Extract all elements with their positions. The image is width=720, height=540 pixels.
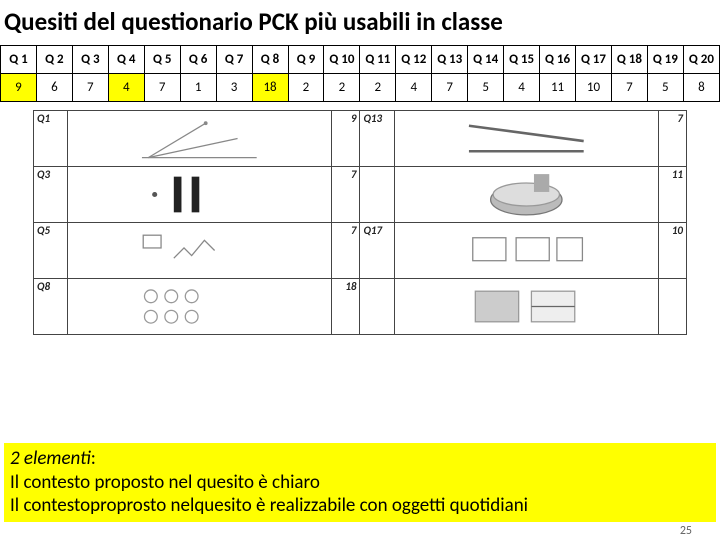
col-value: 6	[36, 74, 72, 102]
col-value: 4	[396, 74, 432, 102]
thumb-count: 7	[332, 223, 360, 279]
col-value: 7	[144, 74, 180, 102]
footer-line3: Il contestoproprosto nelquesito è realiz…	[10, 494, 528, 517]
col-value: 7	[72, 74, 108, 102]
thumb-count	[658, 279, 686, 335]
col-header: Q 5	[144, 46, 180, 74]
thumb-image	[394, 111, 658, 167]
col-header: Q 9	[288, 46, 324, 74]
col-value: 2	[288, 74, 324, 102]
col-value: 2	[324, 74, 360, 102]
thumb-qlabel: Q5	[34, 223, 68, 279]
col-header: Q 6	[180, 46, 216, 74]
col-value: 7	[611, 74, 647, 102]
thumb-count: 11	[658, 167, 686, 223]
footer-box: 2 elementi: Il contesto proposto nel que…	[4, 443, 716, 522]
thumb-qlabel: Q1	[34, 111, 68, 167]
col-header: Q 1	[1, 46, 37, 74]
col-value: 5	[468, 74, 504, 102]
col-header: Q 19	[647, 46, 683, 74]
col-value: 3	[216, 74, 252, 102]
thumb-qlabel: Q3	[34, 167, 68, 223]
thumb-image	[394, 279, 658, 335]
col-value: 18	[252, 74, 288, 102]
col-value: 5	[647, 74, 683, 102]
col-header: Q 10	[324, 46, 360, 74]
thumb-count: 10	[658, 223, 686, 279]
col-value: 8	[683, 74, 719, 102]
thumb-image	[68, 279, 332, 335]
col-header: Q 14	[468, 46, 504, 74]
col-value: 4	[504, 74, 540, 102]
col-header: Q 12	[396, 46, 432, 74]
thumb-image	[394, 223, 658, 279]
thumb-count: 7	[332, 167, 360, 223]
thumb-image	[394, 167, 658, 223]
thumb-image	[68, 223, 332, 279]
footer-colon: :	[91, 447, 96, 470]
thumb-count: 7	[658, 111, 686, 167]
footer-line2: Il contesto proposto nel quesito è chiar…	[10, 471, 320, 494]
thumb-count: 9	[332, 111, 360, 167]
col-value: 1	[180, 74, 216, 102]
thumb-qlabel: Q8	[34, 279, 68, 335]
thumb-qlabel	[360, 167, 394, 223]
thumbnails-table: Q19Q137Q3711Q57Q1710Q818	[33, 110, 687, 335]
col-header: Q 20	[683, 46, 719, 74]
col-header: Q 15	[504, 46, 540, 74]
footer-emph: 2 elementi	[10, 447, 91, 470]
questions-table: Q 1Q 2Q 3Q 4Q 5Q 6Q 7Q 8Q 9Q 10Q 11Q 12Q…	[0, 45, 720, 102]
col-value: 4	[108, 74, 144, 102]
page-number: 25	[680, 524, 692, 538]
col-header: Q 2	[36, 46, 72, 74]
thumb-count: 18	[332, 279, 360, 335]
col-value: 11	[540, 74, 576, 102]
col-header: Q 4	[108, 46, 144, 74]
thumb-image	[68, 167, 332, 223]
col-value: 10	[576, 74, 612, 102]
col-value: 7	[432, 74, 468, 102]
thumb-image	[68, 111, 332, 167]
col-header: Q 16	[540, 46, 576, 74]
page-title: Quesiti del questionario PCK più usabili…	[0, 0, 720, 45]
col-header: Q 17	[576, 46, 612, 74]
col-value: 9	[1, 74, 37, 102]
thumb-qlabel: Q13	[360, 111, 394, 167]
col-header: Q 3	[72, 46, 108, 74]
thumb-qlabel	[360, 279, 394, 335]
col-header: Q 8	[252, 46, 288, 74]
col-value: 2	[360, 74, 396, 102]
col-header: Q 7	[216, 46, 252, 74]
col-header: Q 18	[611, 46, 647, 74]
col-header: Q 11	[360, 46, 396, 74]
thumb-qlabel: Q17	[360, 223, 394, 279]
col-header: Q 13	[432, 46, 468, 74]
